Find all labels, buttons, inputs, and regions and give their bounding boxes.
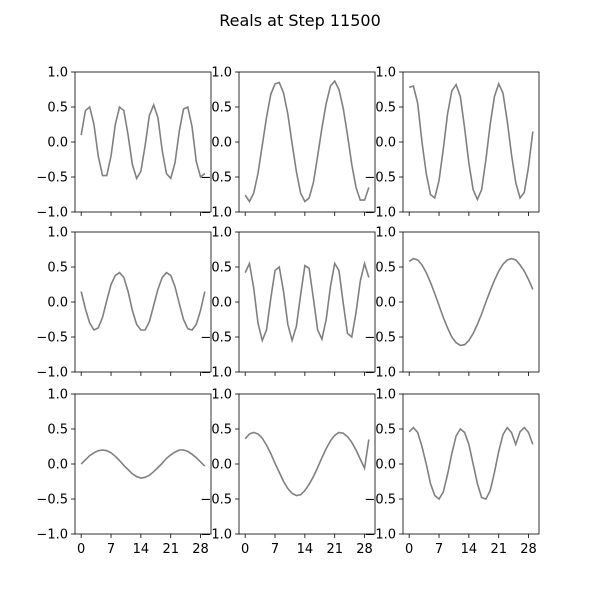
axes-frame [74,231,212,373]
x-tick-label: 28 [356,542,373,557]
subplot-9: 1.0 0.5 0.0 −0.5 −1.0 0 7 14 21 28 [364,388,540,557]
subplot-grid: 1.0 0.5 0.0 −0.5 −1.0 1.0 0.5 0.0 −0.5 −1.0 1.0 0.5… [36,66,540,557]
y-tick-label: 0.5 [211,261,232,276]
series-line [244,431,370,497]
y-tick-label: 0.5 [47,101,68,116]
y-tick-label: 0.0 [47,136,68,151]
subplot-1: 1.0 0.5 0.0 −0.5 −1.0 [36,66,212,221]
series-line [408,257,534,347]
y-tick-label: 0.0 [47,458,68,473]
x-tick-label: 7 [271,542,279,557]
y-tick-label: 0.0 [211,458,232,473]
subplot-2: 1.0 0.5 0.0 −0.5 −1.0 [200,66,376,221]
series-line [408,426,534,501]
x-tick-label: 21 [490,542,507,557]
series-line [408,81,534,202]
y-tick-label: −0.5 [200,493,232,508]
subplot-5: 1.0 0.5 0.0 −0.5 −1.0 [200,226,376,381]
y-tick-label: −1.0 [200,206,232,221]
axes-frame [74,71,212,213]
x-tick-label: 7 [107,542,115,557]
x-tick-label: 14 [297,542,314,557]
y-tick-label: −1.0 [36,528,68,543]
x-tick-label: 14 [133,542,150,557]
y-tick-label: −0.5 [364,171,396,186]
y-tick-label: 0.5 [375,261,396,276]
y-tick-label: −1.0 [364,366,396,381]
y-tick-label: 0.5 [211,423,232,438]
x-tick-label: 28 [192,542,209,557]
y-tick-label: 0.0 [375,136,396,151]
axes-frame [238,231,376,373]
y-tick-label: 0.0 [375,458,396,473]
y-tick-label: −1.0 [36,206,68,221]
y-tick-label: 1.0 [47,66,68,81]
y-tick-label: −1.0 [364,206,396,221]
y-tick-label: −1.0 [364,528,396,543]
subplot-3: 1.0 0.5 0.0 −0.5 −1.0 [364,66,540,221]
y-tick-label: −0.5 [36,493,68,508]
y-tick-label: −0.5 [200,331,232,346]
y-tick-label: 0.5 [211,101,232,116]
axes-frame [238,71,376,213]
x-tick-label: 14 [461,542,478,557]
x-tick-label: 0 [241,542,249,557]
subplot-7: 1.0 0.5 0.0 −0.5 −1.0 0 7 14 21 28 [36,388,212,557]
subplot-8: 1.0 0.5 0.0 −0.5 −1.0 0 7 14 21 28 [200,388,376,557]
series-line [80,449,206,479]
y-tick-label: −1.0 [36,366,68,381]
y-tick-label: 0.0 [47,296,68,311]
x-tick-label: 7 [435,542,443,557]
y-tick-label: 1.0 [375,66,396,81]
y-tick-label: −0.5 [200,171,232,186]
y-tick-label: 1.0 [211,66,232,81]
subplot-6: 1.0 0.5 0.0 −0.5 −1.0 [364,226,540,381]
x-tick-label: 21 [162,542,179,557]
y-tick-label: 0.5 [47,423,68,438]
axes-frame [74,393,212,535]
y-tick-label: 0.0 [211,136,232,151]
y-tick-label: −0.5 [36,171,68,186]
x-tick-label: 28 [520,542,537,557]
series-line [80,102,206,181]
series-line [80,271,206,332]
axes-frame [238,393,376,535]
axes-frame [402,231,540,373]
x-tick-label: 0 [405,542,413,557]
y-tick-label: 1.0 [375,226,396,241]
y-tick-label: 1.0 [47,388,68,403]
y-tick-label: 0.5 [375,101,396,116]
y-tick-label: 0.0 [375,296,396,311]
subplot-4: 1.0 0.5 0.0 −0.5 −1.0 [36,226,212,381]
y-tick-label: 1.0 [211,226,232,241]
y-tick-label: 1.0 [47,226,68,241]
y-tick-label: −0.5 [36,331,68,346]
y-tick-label: 0.5 [47,261,68,276]
series-line [244,79,370,204]
figure-title: Reals at Step 11500 [219,11,381,30]
y-tick-label: 0.5 [375,423,396,438]
x-tick-label: 0 [77,542,85,557]
y-tick-label: −1.0 [200,366,232,381]
y-tick-label: 1.0 [211,388,232,403]
x-tick-label: 21 [326,542,343,557]
series-line [244,260,370,344]
y-tick-label: −1.0 [200,528,232,543]
y-tick-label: 0.0 [211,296,232,311]
y-tick-label: −0.5 [364,331,396,346]
axes-frame [402,393,540,535]
y-tick-label: 1.0 [375,388,396,403]
y-tick-label: −0.5 [364,493,396,508]
